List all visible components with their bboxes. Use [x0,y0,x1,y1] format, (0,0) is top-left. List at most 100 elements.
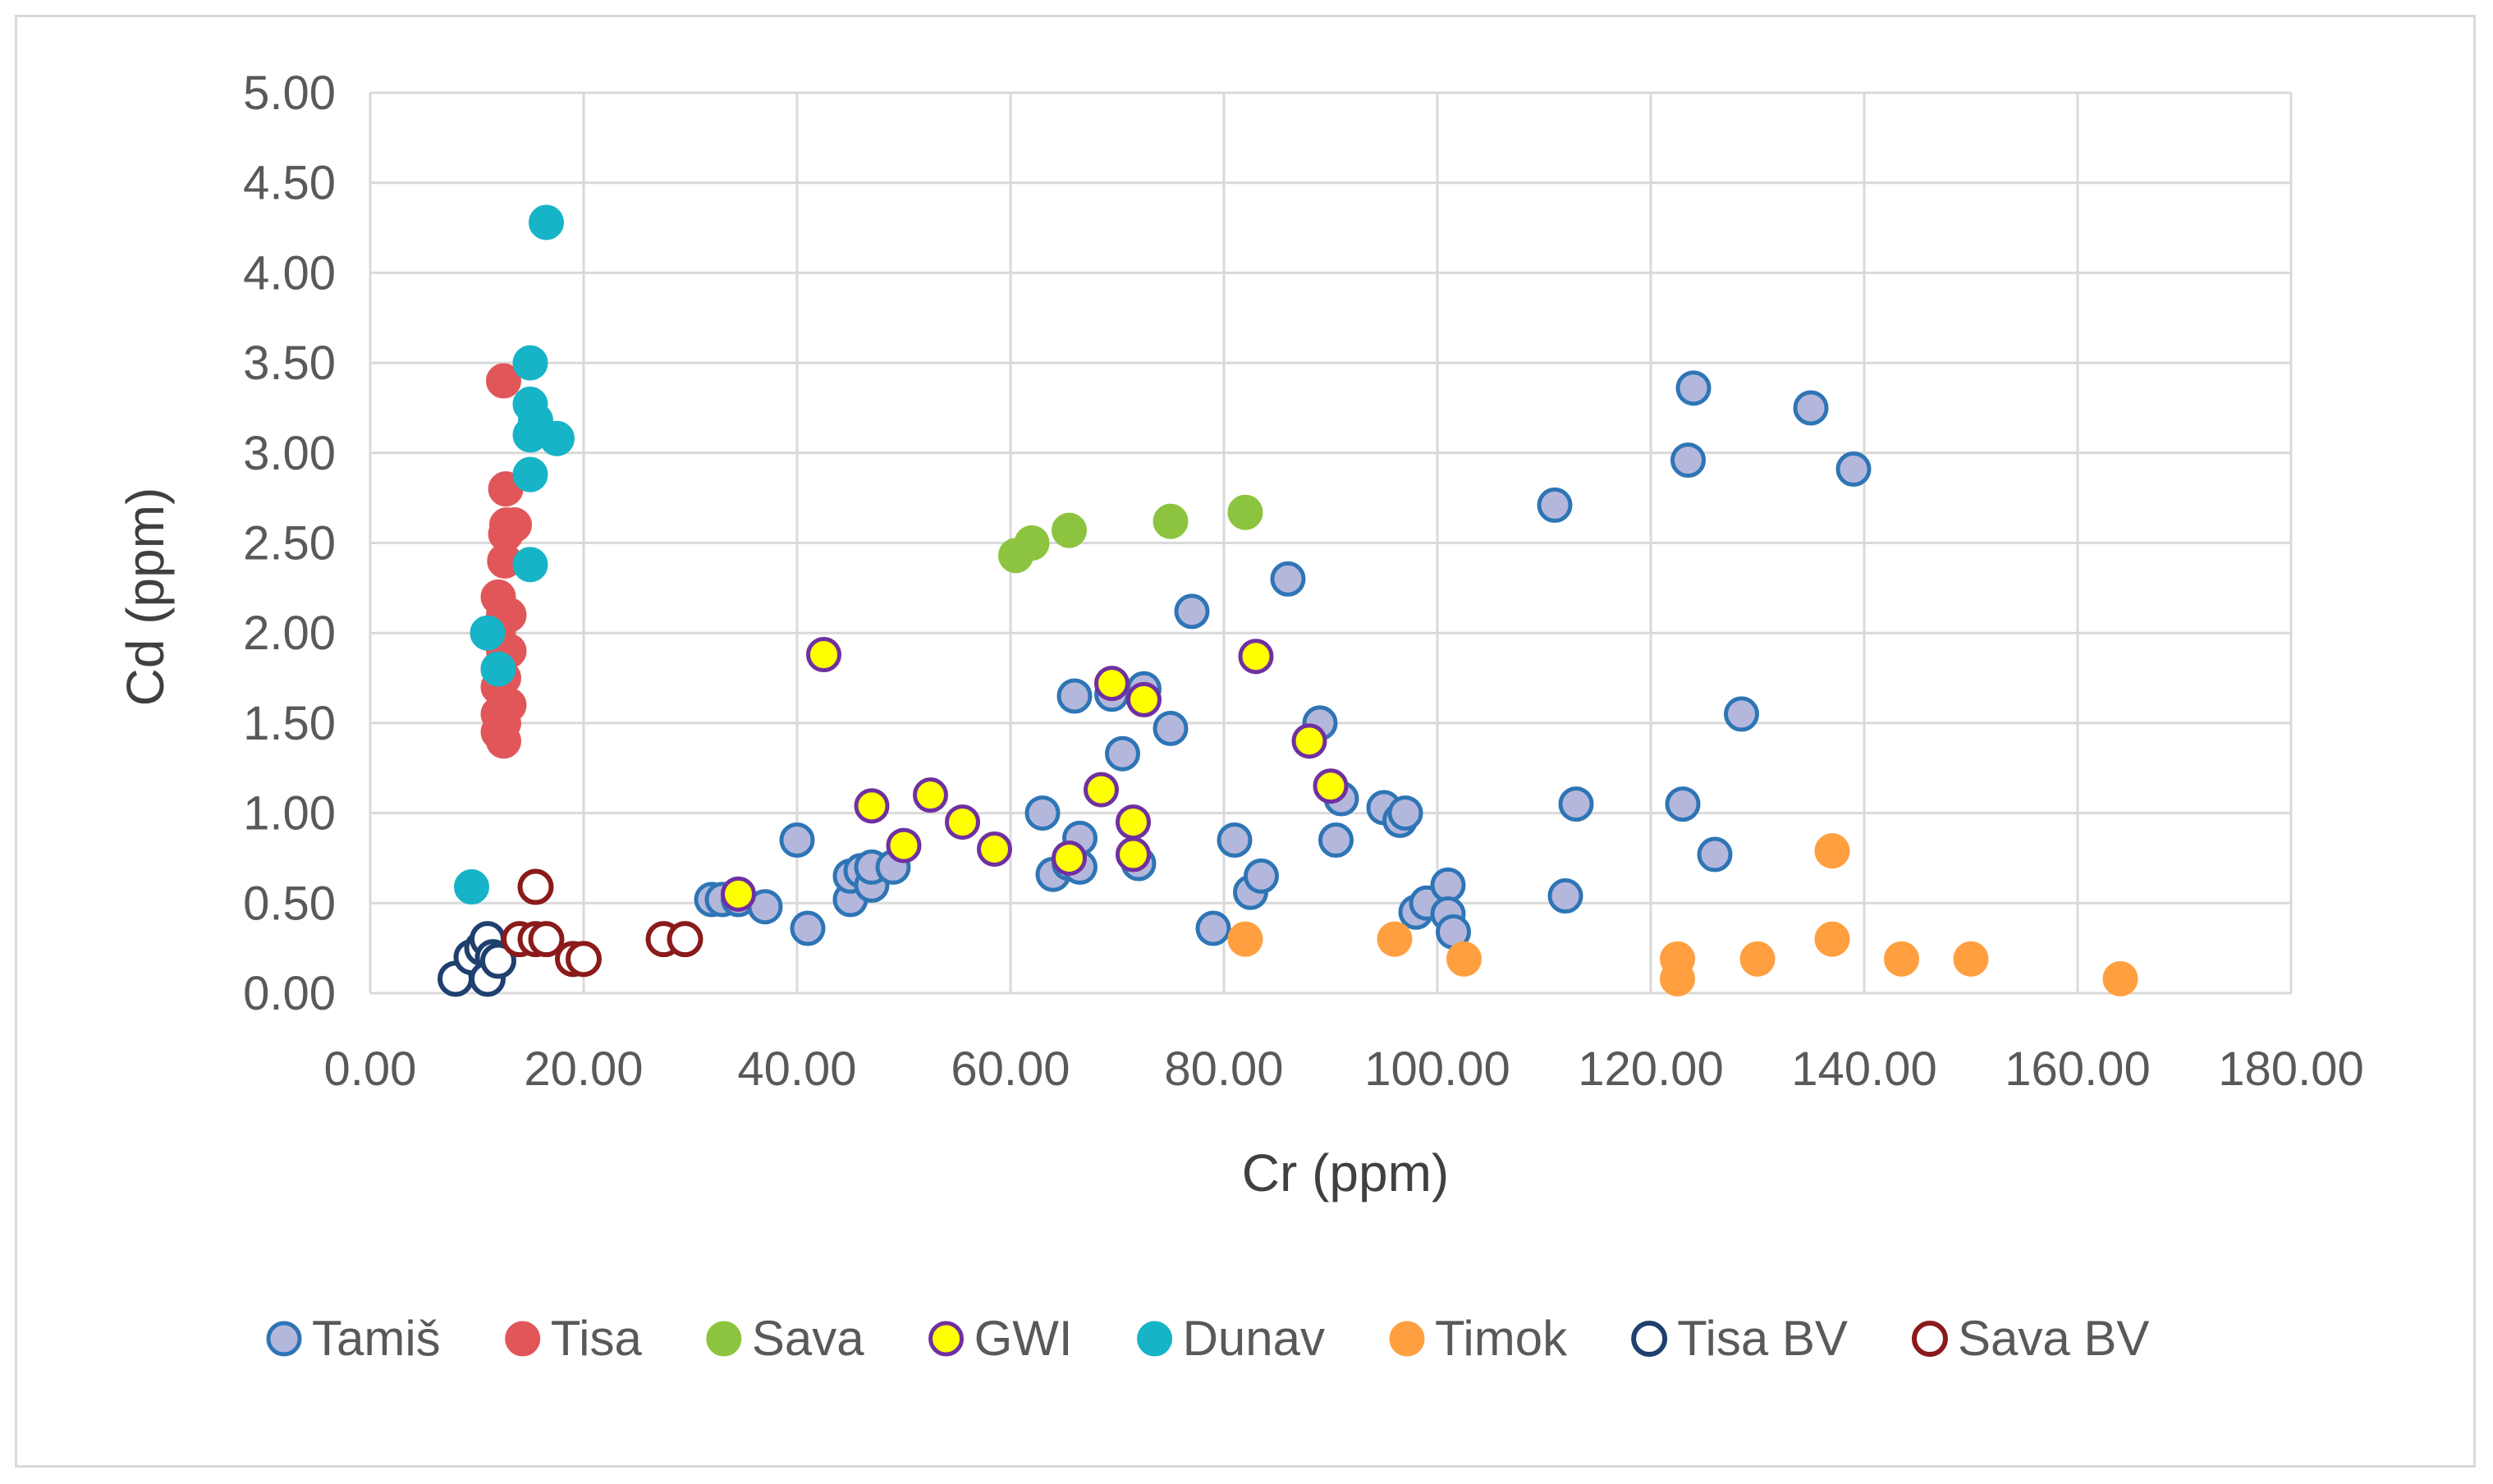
point-sava-bv [517,868,554,905]
point-tamis [1387,795,1423,831]
point-tamis [1670,442,1706,479]
point-tamis [1665,786,1701,822]
point-timok [1953,941,1989,977]
y-tick-label: 3.50 [243,337,336,390]
point-gwi [1094,666,1130,702]
chart-frame: 0.00 0.50 1.00 1.50 2.00 2.50 3.00 3.50 4.00 4.50… [15,15,2476,1468]
point-tamis [1537,487,1573,523]
point-tamis [779,822,815,859]
y-axis-title: Cd (ppm) [116,488,175,707]
point-tamis [790,910,826,946]
point-gwi [977,831,1012,867]
legend-label-dunav: Dunav [1183,1311,1325,1366]
point-dunav [512,456,548,492]
point-timok [1660,960,1695,996]
y-tick-label: 0.00 [243,967,336,1020]
point-tamis [1195,910,1231,946]
point-timok [1884,941,1919,977]
point-sava [1052,512,1087,548]
point-tamis [1105,735,1140,772]
x-tick-label: 120.00 [1578,1042,1723,1096]
point-tamis [1270,561,1306,597]
point-gwi [913,777,948,813]
legend-marker-tamis [266,1321,302,1357]
point-timok [2102,960,2138,996]
point-dunav [470,615,506,651]
point-gwi [886,827,922,863]
point-sava [1153,503,1189,539]
point-tamis [1153,710,1189,746]
y-tick-label: 1.00 [243,787,336,840]
point-tamis [1793,390,1829,426]
x-tick-label: 180.00 [2218,1042,2363,1096]
point-tamis [1547,878,1583,914]
point-gwi [1084,772,1119,808]
point-dunav [480,651,516,687]
point-tamis [1675,370,1712,406]
y-tick-label: 4.50 [243,157,336,210]
x-tick-label: 160.00 [2005,1042,2150,1096]
point-sava [1014,525,1050,561]
grid-lines [369,91,2293,995]
point-tisa-bv [480,942,516,979]
point-timok [1227,921,1263,957]
point-timok [1446,941,1482,977]
point-sava-bv [528,921,565,958]
legend-marker-tisa-bv [1631,1321,1668,1357]
point-tamis [1024,795,1061,831]
y-tick-label: 2.50 [243,517,336,570]
x-tick-label: 40.00 [737,1042,856,1096]
y-tick-label: 1.50 [243,697,336,750]
point-tamis [1244,858,1279,894]
point-tamis [1430,867,1466,903]
x-tick-label: 80.00 [1164,1042,1283,1096]
legend-label-tamis: Tamiš [312,1311,441,1366]
point-gwi [945,804,980,840]
point-dunav [512,547,548,583]
y-tick-label: 0.50 [243,877,336,930]
x-axis-ticks: 0.00 20.00 40.00 60.00 80.00 100.00 120.00 140.… [324,1042,2364,1096]
point-sava-bv [667,921,703,958]
legend-marker-sava [706,1321,742,1357]
legend-label-sava: Sava [752,1311,864,1366]
point-dunav [539,420,575,456]
point-tamis [1174,593,1210,630]
legend-label-tisa-bv: Tisa BV [1677,1311,1848,1366]
point-sava [1227,494,1263,530]
point-gwi [1052,840,1087,876]
point-tamis [1056,678,1093,714]
point-tamis [1217,822,1253,859]
x-tick-label: 20.00 [524,1042,643,1096]
legend-label-gwi: GWI [974,1311,1073,1366]
x-tick-label: 60.00 [951,1042,1070,1096]
x-tick-label: 0.00 [324,1042,417,1096]
scatter-chart: 0.00 0.50 1.00 1.50 2.00 2.50 3.00 3.50 4.00 4.50… [116,66,2364,1366]
y-tick-label: 4.00 [243,246,336,300]
x-tick-label: 100.00 [1364,1042,1510,1096]
point-gwi [806,637,841,673]
legend-marker-sava-bv [1911,1321,1948,1357]
point-tamis [1558,786,1594,822]
legend-marker-gwi [928,1321,965,1357]
point-tisa [488,516,524,552]
x-axis-title: Cr (ppm) [1242,1143,1449,1202]
point-dunav [529,204,564,240]
point-gwi [1116,804,1151,840]
y-tick-label: 2.00 [243,607,336,660]
point-dunav [512,345,548,381]
legend-marker-tisa [505,1321,541,1357]
point-tisa [486,363,521,399]
point-sava-bv [566,941,602,978]
point-gwi [1238,639,1274,675]
point-gwi [1313,768,1349,804]
point-tisa [486,723,521,759]
point-gwi [1116,836,1151,873]
point-tamis [1835,451,1872,488]
point-gwi [1291,723,1327,759]
point-tamis [1318,822,1354,859]
point-timok [1739,941,1776,977]
point-gwi [721,876,756,912]
point-dunav [454,869,489,905]
legend-marker-dunav [1137,1321,1173,1357]
point-tamis [1724,696,1759,732]
